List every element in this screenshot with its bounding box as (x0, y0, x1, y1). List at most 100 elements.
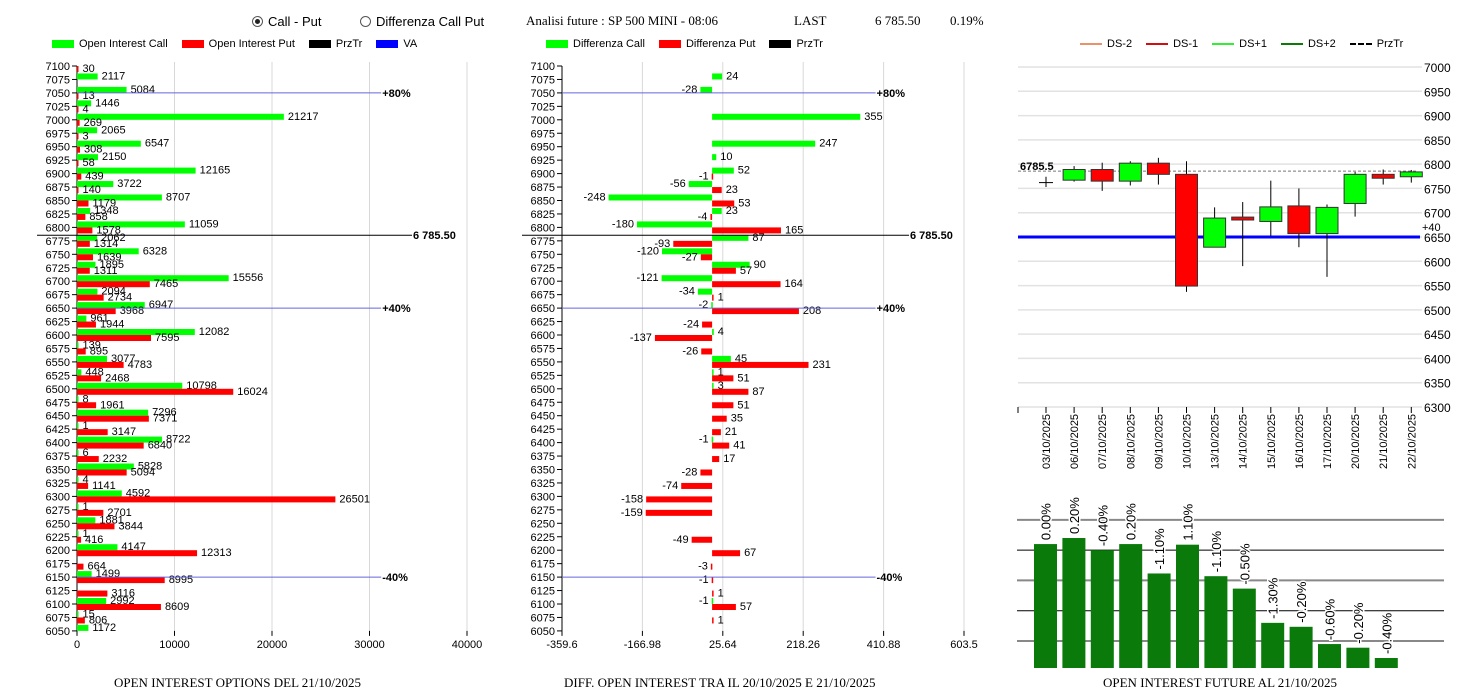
bar-value-label: 90 (754, 259, 766, 271)
oi-future-bar (1204, 576, 1228, 668)
put-bar (77, 335, 152, 341)
y-tick-label: 6300 (1424, 401, 1451, 415)
bar-value-label: 355 (864, 111, 882, 123)
y-tick-label: 6825 (531, 209, 555, 221)
bar-value-label: 858 (89, 211, 107, 223)
put-bar (77, 160, 79, 167)
radio-differenza-call-put[interactable]: Differenza Call Put (360, 14, 484, 29)
bar-value-label: 7465 (154, 278, 178, 290)
bar-value-label: 164 (785, 278, 803, 290)
put-bar (77, 240, 90, 247)
legend-line-darkgreen (1280, 43, 1303, 45)
call-bar (77, 409, 149, 416)
bar-value-label: 3722 (117, 178, 141, 190)
y-tick-label: 6175 (531, 559, 555, 571)
put-bar (77, 66, 79, 72)
y-tick-label: 6625 (531, 317, 555, 329)
x-tick-label: 218.26 (786, 639, 820, 651)
bar-value-label: 664 (87, 561, 105, 573)
legend-swatch-blue (376, 40, 399, 48)
put-bar (77, 415, 149, 422)
candle-up (1315, 206, 1339, 235)
legend-item-przTr: PrzTr (1349, 38, 1403, 50)
y-tick-label: 6675 (531, 290, 555, 302)
last-value: 6 785.50 (875, 13, 921, 28)
oi-diff-title: DIFF. OPEN INTEREST TRA IL 20/10/2025 E … (564, 675, 876, 690)
put-bar (710, 213, 713, 220)
call-bar (77, 221, 185, 228)
bar-value-label: -248 (584, 192, 606, 204)
y-tick-label: 6900 (46, 169, 70, 181)
y-tick-label: 6700 (1424, 207, 1451, 221)
bar-value-label: 12082 (199, 326, 230, 338)
put-bar (77, 523, 115, 530)
y-tick-label: 6600 (531, 330, 555, 342)
y-tick-label: 6875 (46, 182, 70, 194)
candle-down (1146, 162, 1170, 175)
bar-value-label: 895 (90, 345, 108, 357)
bar-value-label: -93 (654, 238, 670, 250)
y-tick-label: 7075 (531, 74, 555, 86)
put-bar (77, 92, 79, 99)
radio-indicator-selected[interactable] (252, 16, 263, 27)
put-bar (77, 281, 150, 288)
call-bar (77, 423, 79, 430)
bar-value-label: 21 (725, 426, 737, 438)
bar-value-label: -1 (699, 595, 709, 607)
bar-value-label: 58 (83, 157, 95, 169)
y-tick-label: 6700 (531, 276, 555, 288)
y-tick-label: 6475 (531, 397, 555, 409)
call-bar (77, 396, 79, 403)
put-bar (77, 550, 198, 557)
call-bar (77, 624, 89, 631)
x-tick-label: 16/10/2025 (1294, 414, 1306, 469)
y-tick-label: 6100 (531, 599, 555, 611)
bar-value-label: 1 (718, 292, 724, 304)
call-bar (77, 167, 196, 174)
y-tick-label: 6250 (46, 518, 70, 530)
legend-label: PrzTr (335, 38, 363, 50)
y-tick-label: 6450 (531, 411, 555, 423)
legend-item-ds-1: DS-1 (1146, 38, 1198, 50)
oi-future-bar (1034, 544, 1057, 668)
bar-value-label: 8995 (169, 574, 193, 586)
call-bar (77, 544, 118, 551)
legend-swatch-green (546, 40, 568, 48)
put-bar (77, 604, 161, 610)
bar-value-label: 5828 (138, 461, 162, 473)
call-bar (77, 490, 122, 497)
y-tick-label: 7000 (46, 115, 70, 127)
y-tick-label: 6725 (46, 263, 70, 275)
bar-value-label: -1 (699, 574, 709, 586)
call-bar (700, 86, 713, 93)
oi-future-bar (1318, 644, 1341, 668)
call-bar (77, 476, 79, 483)
y-tick-label: 6075 (46, 612, 70, 624)
radio-indicator[interactable] (360, 16, 371, 27)
y-tick-label: 6500 (531, 384, 555, 396)
y-tick-label: 7100 (46, 61, 70, 73)
y-tick-label: 6425 (531, 424, 555, 436)
y-tick-label: 7100 (531, 61, 555, 73)
put-bar (77, 146, 81, 153)
y-tick-label: 6050 (46, 626, 70, 638)
bar-value-label: 1961 (100, 399, 124, 411)
bar-value-label: 7296 (152, 407, 176, 419)
put-bar (712, 361, 809, 368)
bar-value-label: 5094 (131, 467, 155, 479)
call-bar (77, 288, 98, 295)
call-bar (608, 194, 713, 201)
x-tick-label: 10/10/2025 (1182, 414, 1194, 469)
va-label: +80% (382, 88, 411, 100)
y-tick-label: 6850 (46, 196, 70, 208)
put-bar (77, 617, 85, 624)
call-bar (77, 355, 108, 362)
oi-future-bar (1147, 573, 1171, 668)
put-bar (712, 267, 736, 274)
bar-value-label: 12313 (201, 547, 232, 559)
legend-line-red (1146, 43, 1169, 45)
legend-line-lightgreen (1212, 43, 1235, 45)
radio-call-put[interactable]: Call - Put (252, 14, 321, 29)
oi-future-bar (1062, 538, 1086, 668)
put-bar (77, 227, 93, 234)
